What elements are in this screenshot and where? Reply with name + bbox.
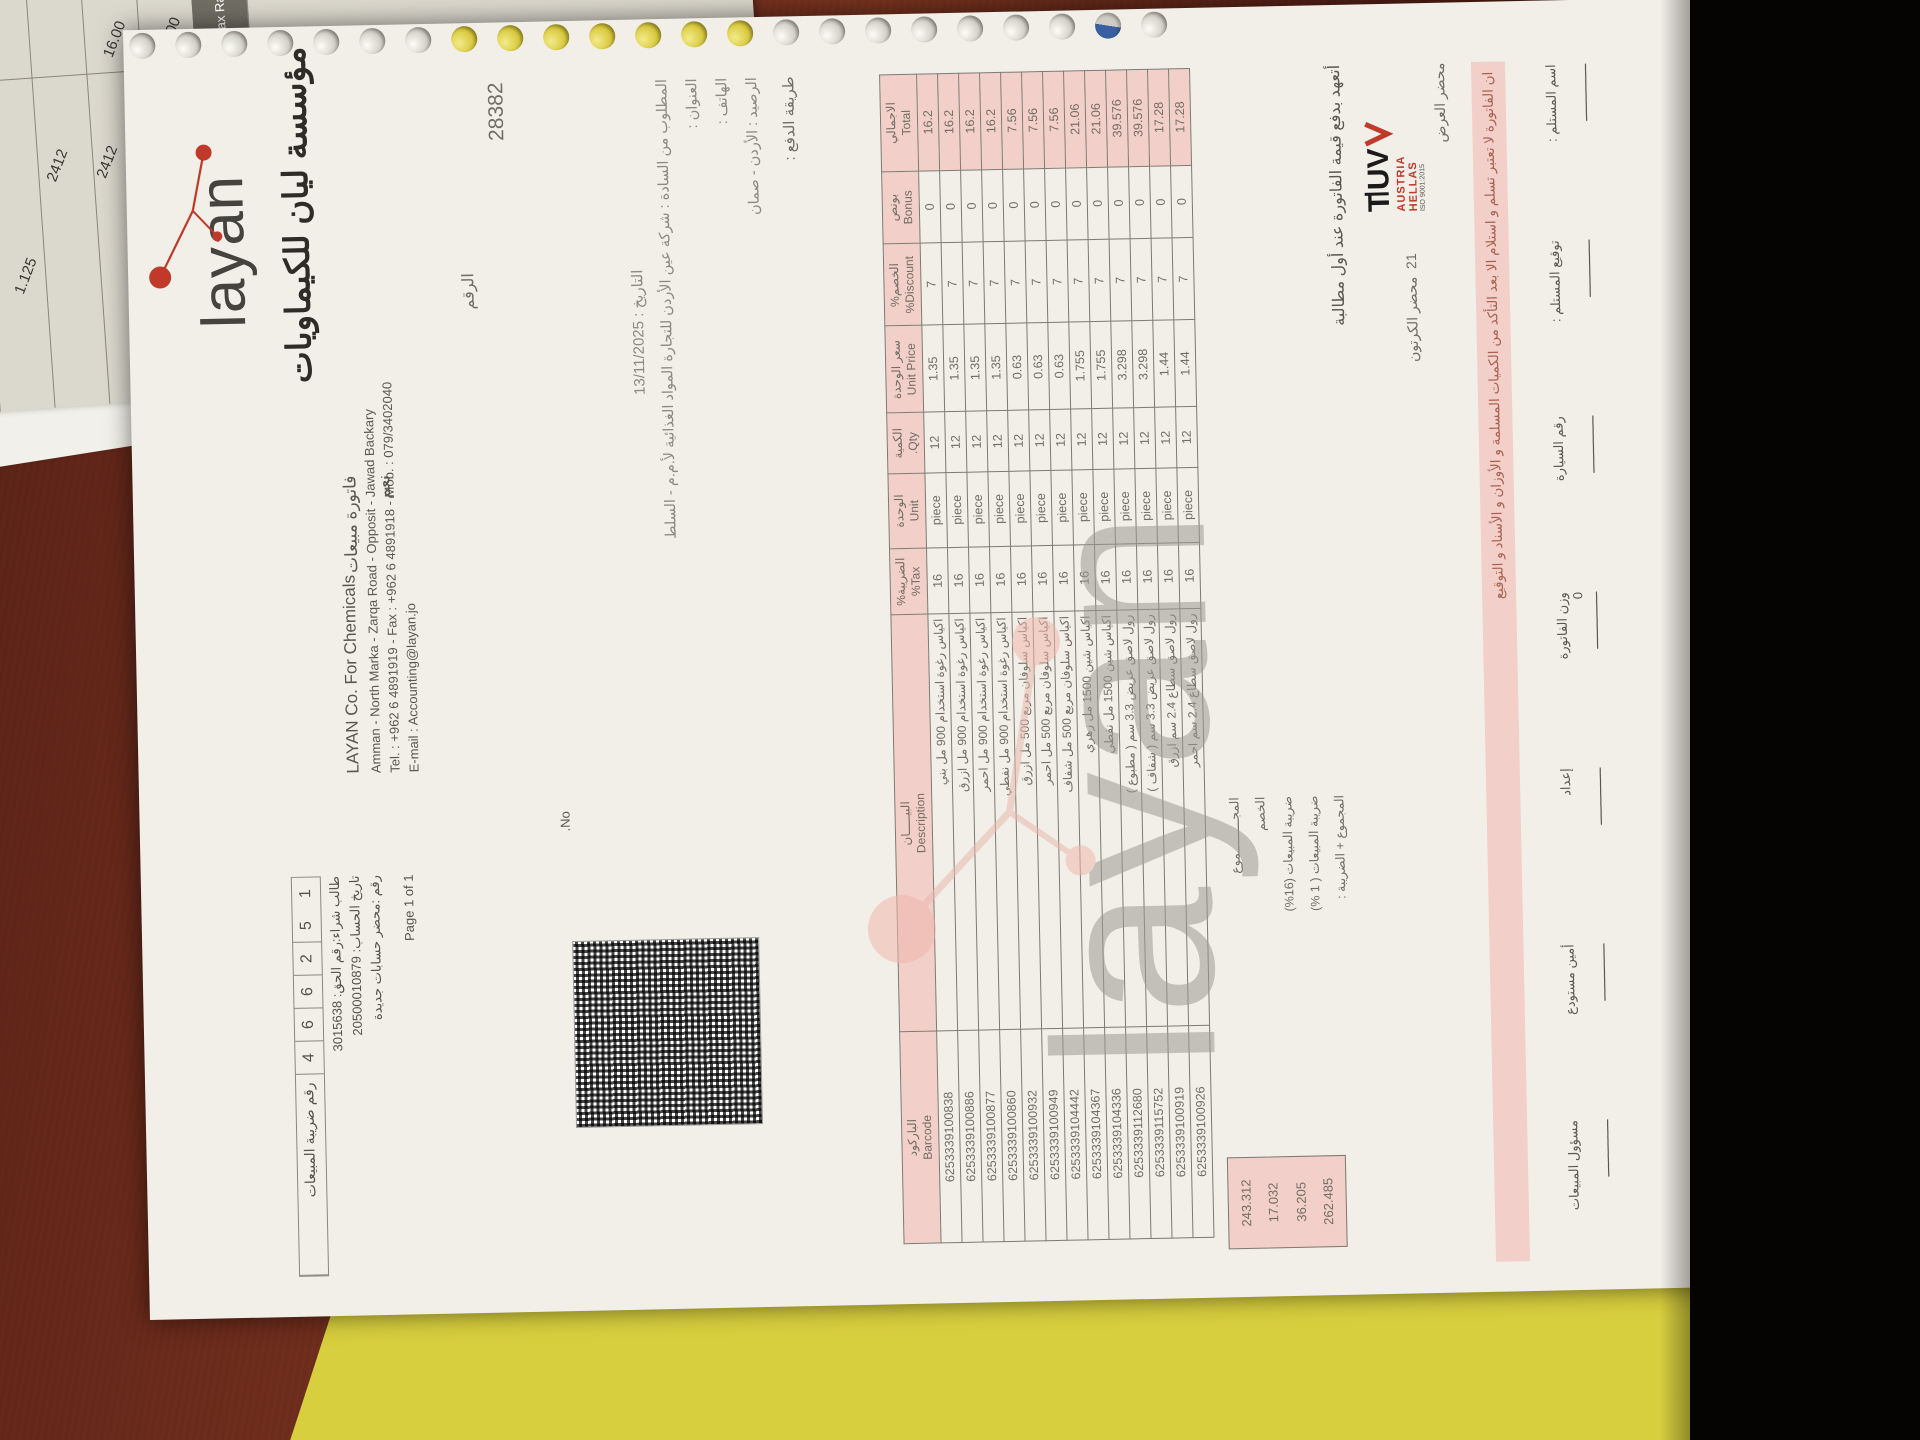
- svg-text:layan: layan: [187, 174, 259, 329]
- svg-text:HELLAS: HELLAS: [1407, 161, 1420, 211]
- svg-text:T: T: [1363, 193, 1396, 212]
- svg-text:ISO 9001:2015: ISO 9001:2015: [1419, 164, 1427, 211]
- svg-text:layan: layan: [995, 507, 1264, 1072]
- svg-text:UV: UV: [1362, 148, 1396, 190]
